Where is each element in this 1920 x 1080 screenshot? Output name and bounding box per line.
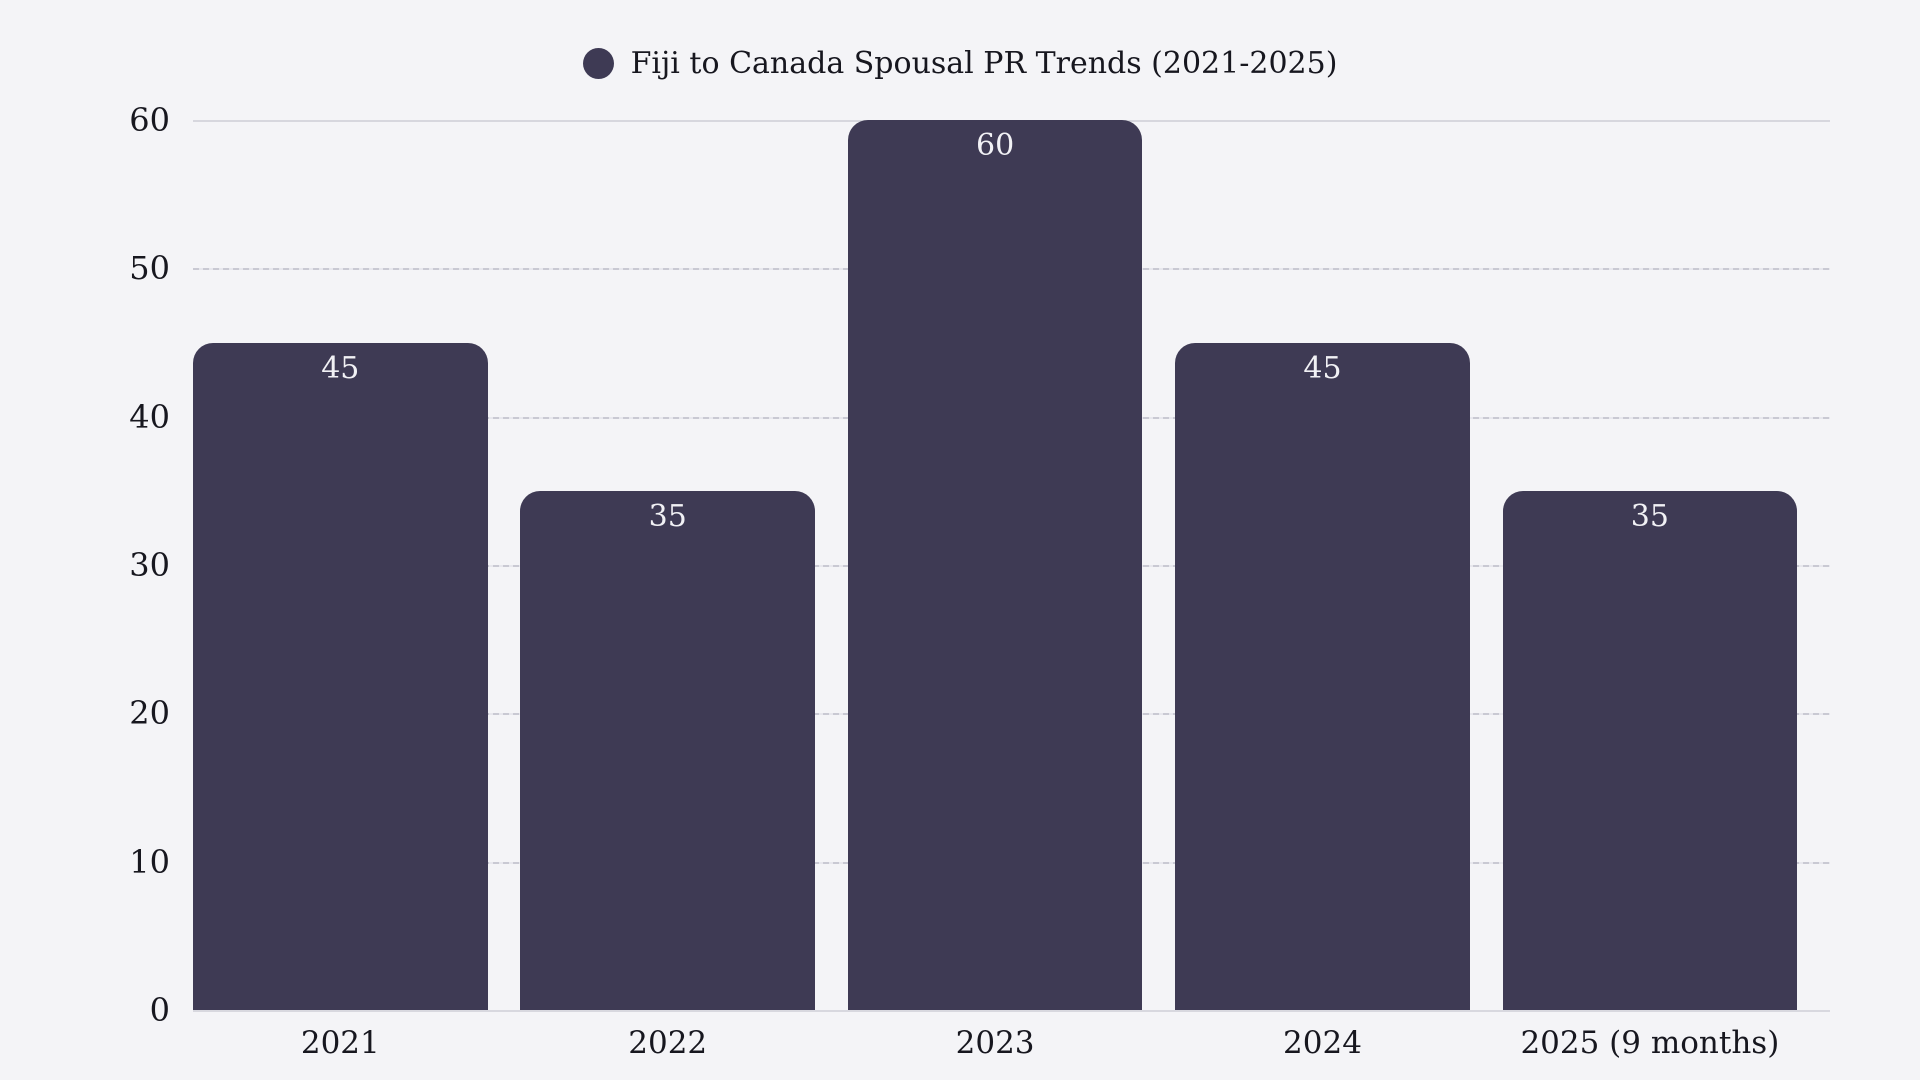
bar-2024[interactable]: 45 — [1175, 342, 1470, 1010]
bar-value-label: 60 — [976, 128, 1015, 163]
legend: Fiji to Canada Spousal PR Trends (2021-2… — [0, 40, 1920, 86]
y-tick-label: 40 — [129, 397, 170, 436]
y-tick-label: 50 — [129, 249, 170, 288]
x-axis: 2021 2022 2023 2024 2025 (9 months) — [193, 1022, 1830, 1064]
y-tick-label: 60 — [129, 101, 170, 139]
x-slot: 2022 — [520, 1022, 847, 1064]
x-tick-label-2023: 2023 — [955, 1025, 1035, 1061]
bar-value-label: 35 — [648, 498, 687, 534]
bar-value-label: 35 — [1630, 498, 1669, 534]
bar-2022[interactable]: 35 — [520, 490, 816, 1010]
bar-slot-2: 35 — [520, 120, 847, 1010]
y-tick-label: 30 — [129, 546, 170, 584]
y-axis: 60 50 40 30 20 10 0 — [0, 101, 170, 1029]
x-slot: 2024 — [1175, 1022, 1502, 1064]
bar-slot-3: 60 — [847, 120, 1175, 1010]
bar-2021[interactable]: 45 — [193, 342, 488, 1010]
y-tick-label: 20 — [129, 694, 170, 733]
x-tick-label-2024: 2024 — [1283, 1025, 1362, 1061]
legend-circle-marker — [582, 47, 614, 79]
legend-series-label: Fiji to Canada Spousal PR Trends (2021-2… — [630, 45, 1338, 81]
x-slot: 2021 — [193, 1022, 520, 1064]
bar-value-label: 45 — [1303, 350, 1342, 386]
bar-2023[interactable]: 60 — [847, 120, 1143, 1010]
legend-item[interactable]: Fiji to Canada Spousal PR Trends (2021-2… — [582, 45, 1338, 81]
x-tick-label-2021: 2021 — [300, 1025, 380, 1061]
x-tick-label-2025: 2025 (9 months) — [1520, 1025, 1780, 1061]
bar-value-label: 45 — [321, 350, 360, 386]
x-slot: 2023 — [848, 1022, 1175, 1064]
bar-2025[interactable]: 35 — [1502, 490, 1798, 1010]
bar-slot-1: 45 — [193, 120, 520, 1010]
plot-area: 45 35 60 45 35 — [193, 120, 1830, 1012]
x-slot: 2025 (9 months) — [1503, 1022, 1830, 1064]
y-tick-label: 10 — [129, 842, 170, 881]
bar-series: 45 35 60 45 35 — [193, 120, 1830, 1010]
y-tick-label: 0 — [149, 991, 170, 1029]
x-tick-label-2022: 2022 — [628, 1025, 708, 1061]
bar-slot-4: 45 — [1175, 120, 1502, 1010]
bar-slot-5: 35 — [1502, 120, 1830, 1010]
